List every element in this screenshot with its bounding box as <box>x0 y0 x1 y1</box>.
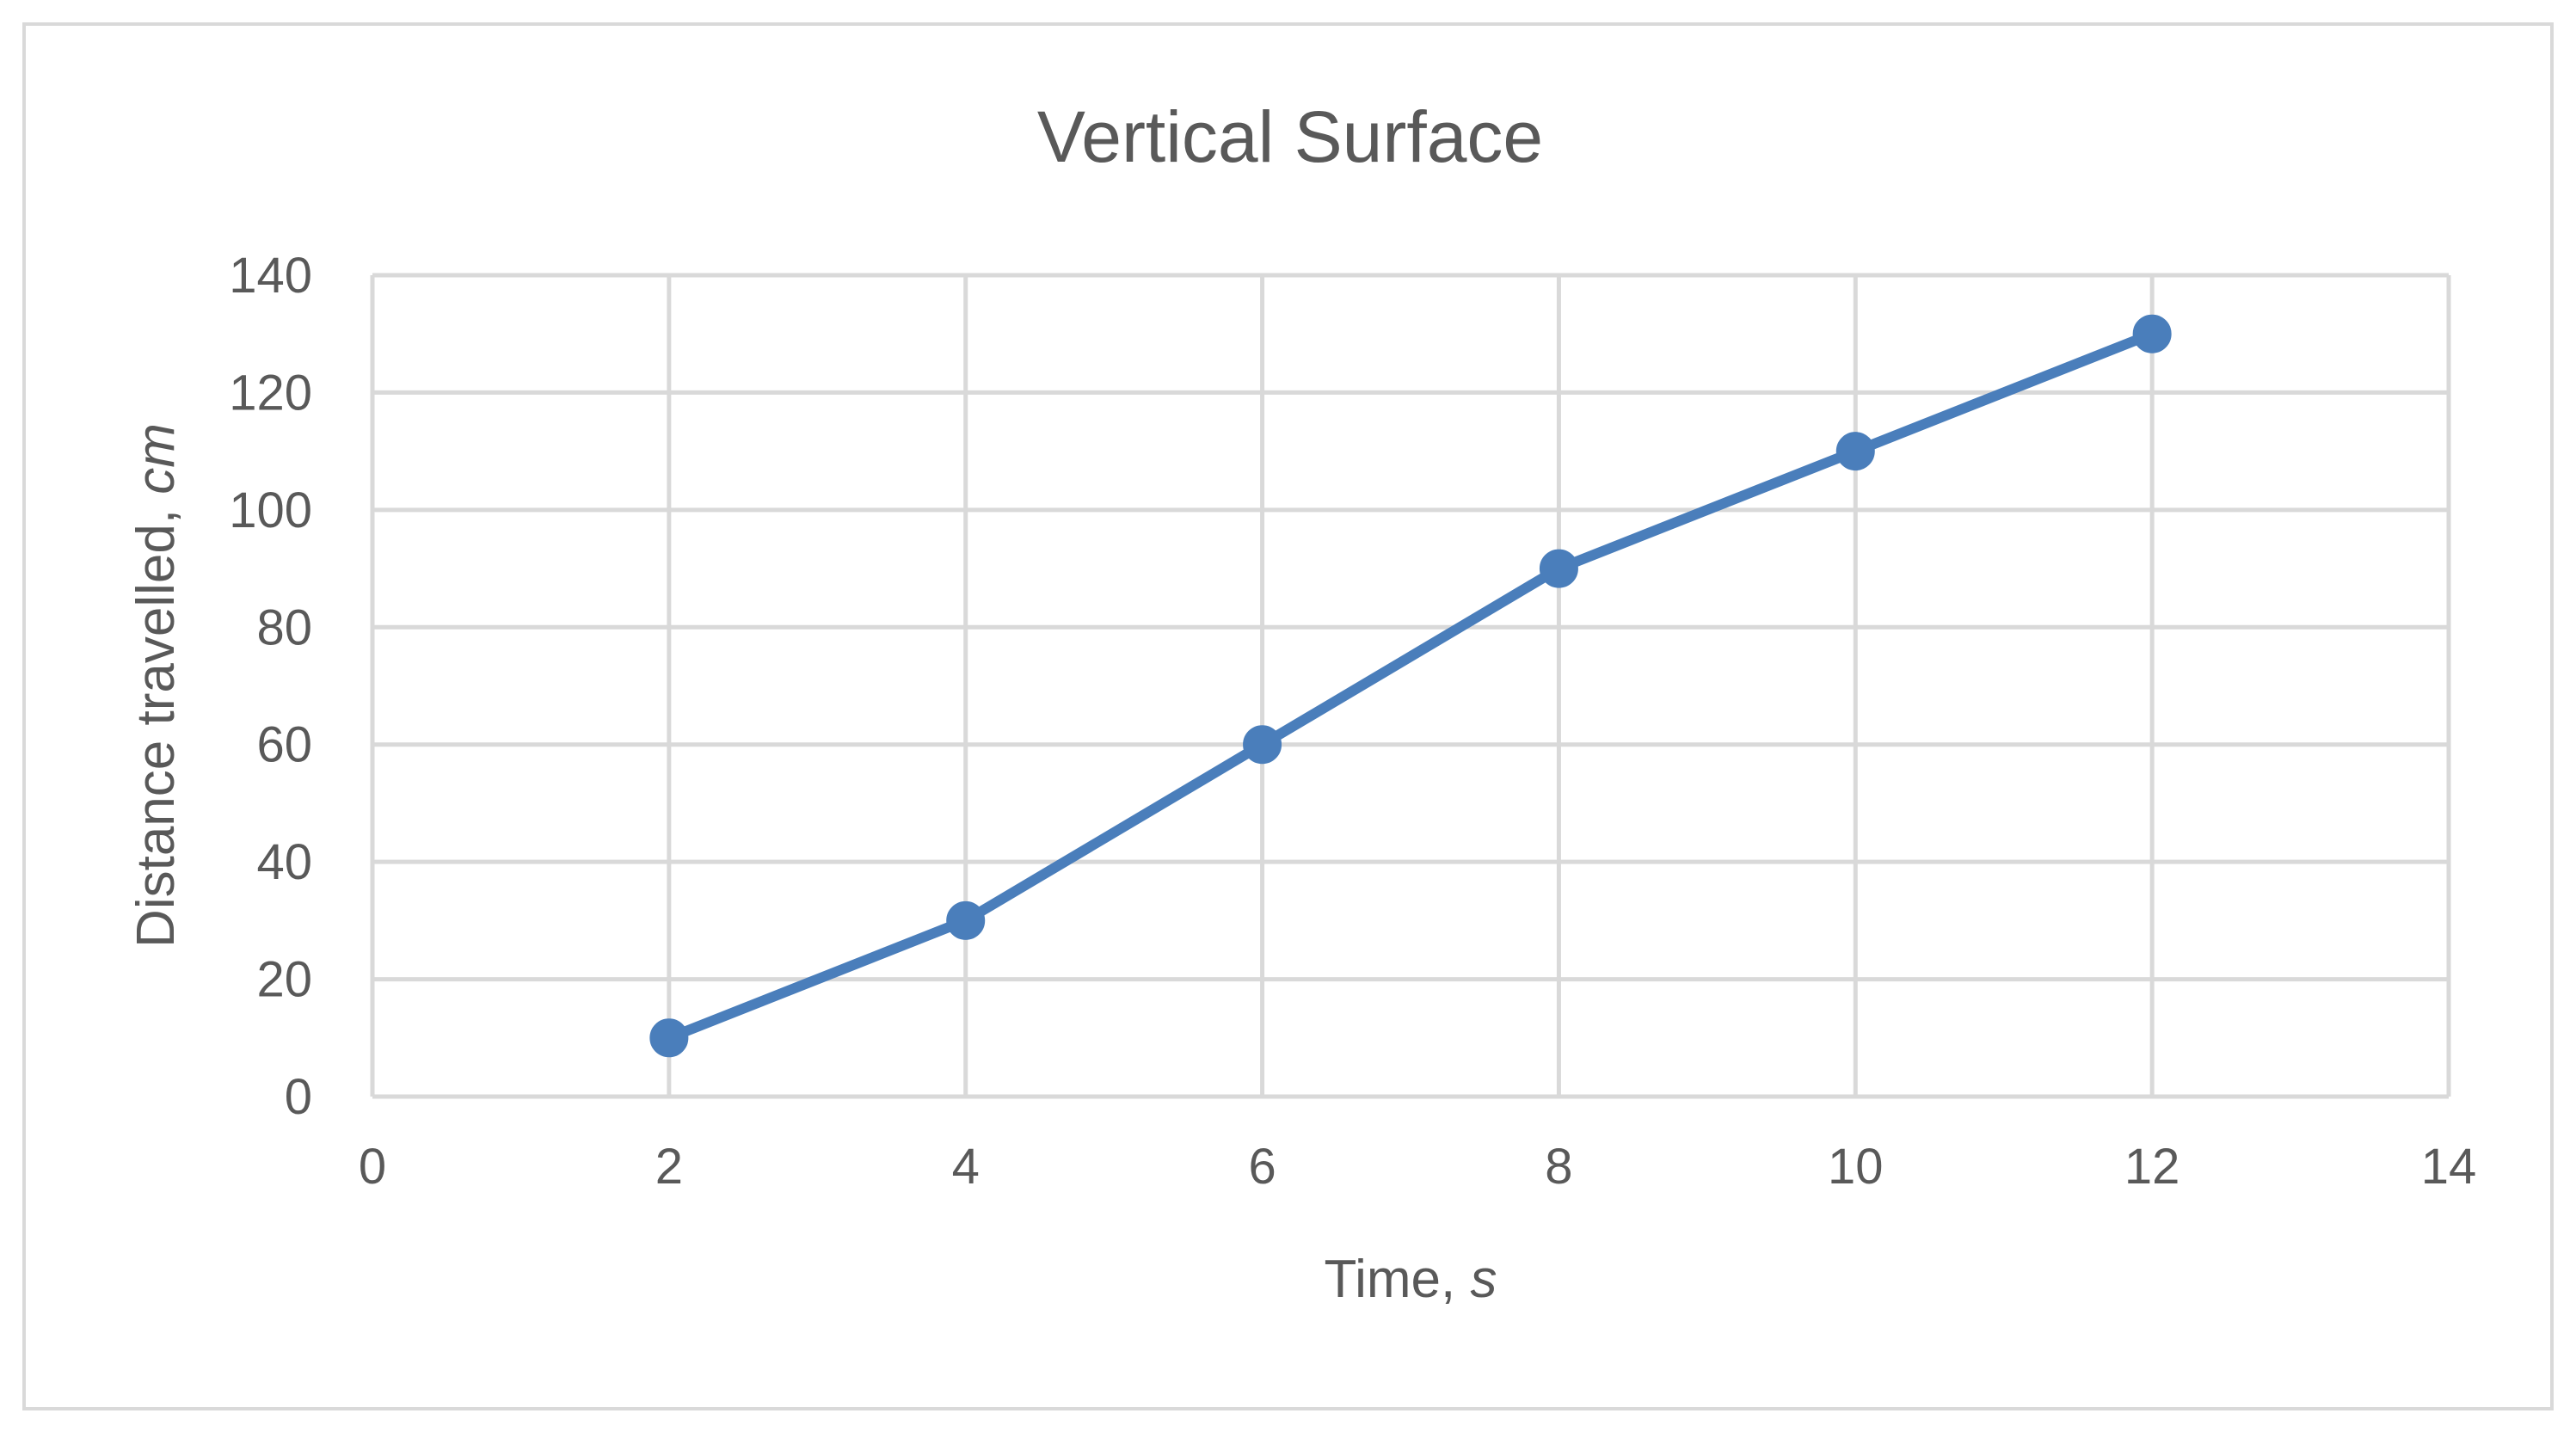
data-point <box>1539 549 1578 588</box>
y-tick-label: 60 <box>256 717 312 773</box>
x-tick-label: 14 <box>2421 1139 2477 1195</box>
x-tick-label: 0 <box>359 1139 386 1195</box>
x-axis-ticks: 0 2 4 6 8 10 12 14 <box>359 1139 2476 1195</box>
x-axis-title-main: Time, <box>1325 1250 1471 1309</box>
x-axis-title: Time, s <box>1325 1250 1497 1309</box>
series <box>649 314 2172 1058</box>
x-tick-label: 4 <box>952 1139 980 1195</box>
y-tick-label: 100 <box>229 482 312 538</box>
x-tick-label: 2 <box>655 1139 683 1195</box>
y-tick-label: 20 <box>256 952 312 1008</box>
series-line <box>663 329 2158 1043</box>
y-axis-title-main: Distance travelled, <box>126 495 186 948</box>
x-tick-label: 10 <box>1828 1139 1884 1195</box>
y-tick-label: 120 <box>229 365 312 421</box>
chart-frame <box>22 22 2554 1410</box>
y-tick-label: 40 <box>256 834 312 890</box>
x-tick-label: 12 <box>2124 1139 2180 1195</box>
data-point <box>1835 432 1875 471</box>
x-tick-label: 8 <box>1545 1139 1572 1195</box>
data-point <box>946 900 986 940</box>
y-axis-ticks: 0 20 40 60 80 100 120 140 <box>229 248 312 1125</box>
y-tick-label: 80 <box>256 599 312 655</box>
x-axis-title-unit: s <box>1470 1250 1497 1309</box>
y-tick-label: 140 <box>229 248 312 304</box>
grid <box>370 273 2451 1099</box>
y-tick-label: 0 <box>285 1069 312 1125</box>
y-axis-title: Distance travelled, cm <box>126 423 186 948</box>
data-point <box>649 1018 689 1058</box>
data-point <box>2132 314 2172 353</box>
chart-title: Vertical Surface <box>1037 96 1543 177</box>
y-axis-title-unit: cm <box>126 423 186 495</box>
x-tick-label: 6 <box>1248 1139 1276 1195</box>
data-point <box>1243 725 1282 765</box>
